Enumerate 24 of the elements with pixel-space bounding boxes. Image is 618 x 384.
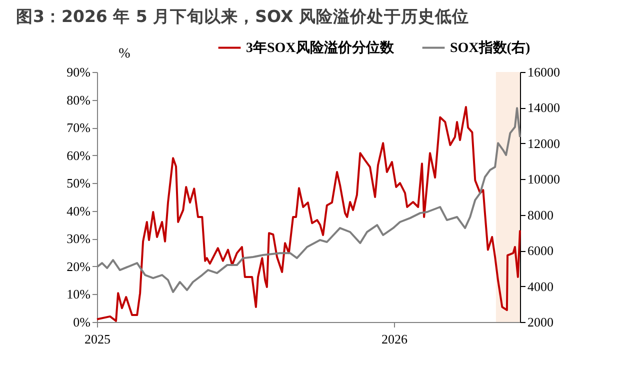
y2-tick-label: 4000 (528, 278, 554, 294)
y2-tick-label: 2000 (528, 314, 554, 330)
legend-label: SOX指数(右) (450, 40, 530, 56)
y-tick-label: 30% (66, 231, 91, 246)
y2-tick-label: 10000 (528, 172, 560, 187)
x-tick-label: 2025 (84, 332, 110, 346)
y-tick-label: 10% (66, 286, 91, 302)
y-axis-title: % (118, 46, 131, 62)
y2-tick-label: 8000 (528, 207, 554, 222)
y-tick-label: 90% (66, 64, 91, 80)
y-tick-label: 0% (73, 314, 91, 330)
x-tick-label: 2026 (382, 332, 408, 346)
y-tick-label: 60% (66, 148, 91, 163)
y-tick-label: 20% (66, 258, 91, 274)
y-tick-label: 70% (66, 120, 91, 136)
y-tick-label: 40% (66, 203, 91, 218)
legend-label: 3年SOX风险溢价分位数 (246, 40, 395, 56)
y2-tick-label: 16000 (528, 64, 560, 80)
y2-tick-label: 14000 (528, 100, 560, 116)
y-tick-label: 50% (66, 176, 91, 191)
chart-title: 图3：2026 年 5 月下旬以来，SOX 风险溢价处于历史低位 (16, 7, 469, 26)
y2-tick-label: 12000 (528, 136, 560, 151)
y-tick-label: 80% (66, 92, 91, 108)
y2-tick-label: 6000 (528, 243, 554, 258)
